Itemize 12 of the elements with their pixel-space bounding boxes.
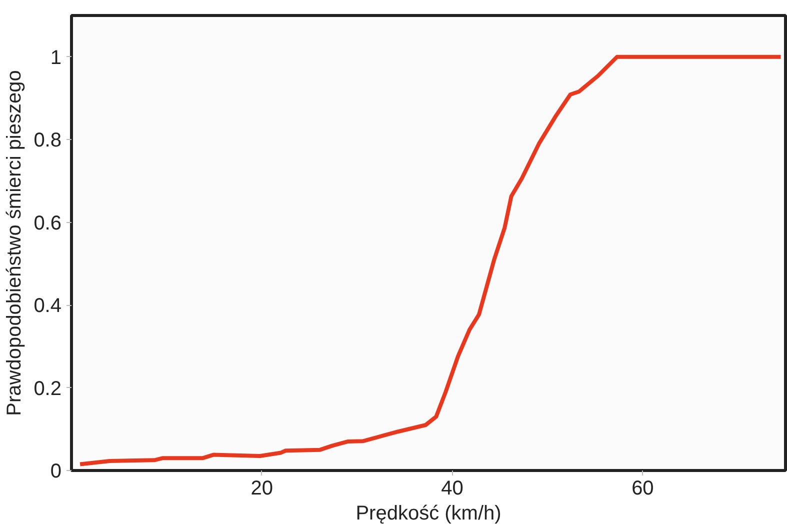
x-tick-label: 20: [250, 478, 274, 500]
x-axis-title: Prędkość (km/h): [356, 502, 502, 524]
y-tick-label: 0.8: [34, 130, 62, 152]
y-tick-label: 0: [50, 460, 62, 482]
line-series: [78, 54, 783, 466]
y-tick-label: 0.6: [34, 212, 62, 234]
y-tick-label: 0.2: [34, 378, 62, 400]
x-tick-label: 60: [632, 478, 654, 500]
y-tick-label: 1: [50, 46, 62, 69]
x-tick-label: 40: [441, 478, 464, 500]
y-axis-title: Prawdopodobieństwo śmierci pieszego: [4, 70, 26, 416]
y-tick-label: 0.4: [34, 295, 62, 318]
